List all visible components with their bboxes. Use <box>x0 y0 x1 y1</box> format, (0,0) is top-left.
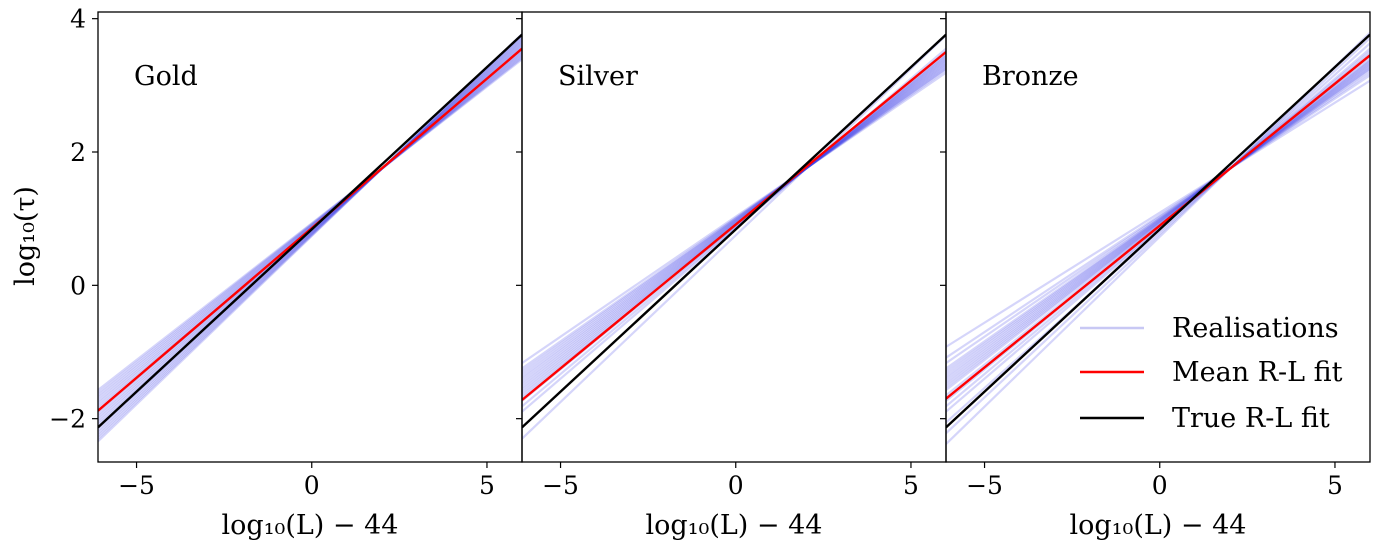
panel-lines <box>522 33 946 440</box>
realisation-line <box>522 66 946 375</box>
realisation-line <box>946 63 1370 381</box>
realisation-line <box>98 35 522 437</box>
legend-label: Mean R-L fit <box>1172 357 1343 388</box>
legend-entry: Mean R-L fit <box>1080 357 1343 388</box>
panel-silver: −5 0 5 log₁₀(L) − 44 Silver <box>516 11 947 541</box>
realisation-line <box>946 67 1370 373</box>
x-tick-label: 5 <box>1327 471 1343 500</box>
legend: Realisations Mean R-L fit True R-L fit <box>1080 313 1343 434</box>
realisation-line <box>98 55 522 397</box>
legend-entry: Realisations <box>1080 313 1339 344</box>
realisation-line <box>522 71 946 364</box>
realisation-line <box>522 67 946 373</box>
x-tick-label: −5 <box>542 471 579 500</box>
panel-label: Gold <box>134 61 198 92</box>
y-tick-label: 0 <box>70 271 86 300</box>
y-tick-label: −2 <box>49 405 86 434</box>
legend-label: True R-L fit <box>1172 403 1330 434</box>
panel-label: Silver <box>558 61 638 92</box>
realisation-line <box>946 50 1370 408</box>
true-fit-line <box>946 33 1370 429</box>
panel-bronze: −5 0 5 log₁₀(L) − 44 Bronze <box>940 11 1371 541</box>
realisation-line <box>946 61 1370 386</box>
realisation-line <box>98 38 522 432</box>
panels: −5 0 5 −2 0 2 4 log₁₀(L) − 44 Gold −5 0 5 log₁₀(L) −… <box>49 5 1371 541</box>
legend-label: Realisations <box>1172 313 1339 344</box>
x-tick-label: −5 <box>966 471 1003 500</box>
true-fit-line <box>98 33 522 429</box>
mean-fit-line <box>522 51 946 401</box>
panel-gold: −5 0 5 −2 0 2 4 log₁₀(L) − 44 Gold <box>49 5 523 541</box>
realisation-line <box>946 59 1370 389</box>
realisation-line <box>522 69 946 370</box>
x-tick-label: 0 <box>728 471 744 500</box>
x-tick-label: 0 <box>1152 471 1168 500</box>
realisation-line <box>946 79 1370 348</box>
realisation-line <box>98 54 522 400</box>
realisation-line <box>522 65 946 378</box>
realisation-line <box>946 66 1370 375</box>
realisation-line <box>98 33 522 443</box>
y-tick-label: 2 <box>70 138 86 167</box>
realisation-line <box>98 57 522 394</box>
realisation-line <box>98 53 522 402</box>
realisation-line <box>522 62 946 383</box>
legend-entry: True R-L fit <box>1080 403 1330 434</box>
panel-lines <box>946 31 1370 445</box>
x-axis-label: log₁₀(L) − 44 <box>646 510 823 541</box>
realisation-line <box>946 37 1370 435</box>
panel-label: Bronze <box>982 61 1079 92</box>
realisation-line <box>522 59 946 389</box>
realisation-line <box>946 58 1370 391</box>
realisation-line <box>98 42 522 424</box>
realisation-line <box>946 69 1370 370</box>
realisation-line <box>946 62 1370 383</box>
realisation-line <box>98 37 522 435</box>
true-fit-line <box>522 33 946 429</box>
y-axis-label: log₁₀(τ) <box>10 186 41 286</box>
realisation-line <box>946 42 1370 424</box>
mean-fit-line <box>946 54 1370 400</box>
x-tick-label: 0 <box>304 471 320 500</box>
panel-frame <box>945 11 1371 463</box>
panel-lines <box>98 33 522 443</box>
x-tick-label: −5 <box>118 471 155 500</box>
realisation-line <box>98 34 522 440</box>
realisation-line <box>522 61 946 386</box>
y-tick-label: 4 <box>70 5 86 34</box>
realisation-line <box>946 71 1370 364</box>
realisation-line <box>946 74 1370 359</box>
x-tick-label: 5 <box>903 471 919 500</box>
realisation-line <box>522 63 946 381</box>
realisation-line <box>98 58 522 391</box>
x-axis-label: log₁₀(L) − 44 <box>222 510 399 541</box>
realisation-line <box>522 34 946 440</box>
x-tick-label: 5 <box>479 471 495 500</box>
x-axis-label: log₁₀(L) − 44 <box>1070 510 1247 541</box>
realisation-line <box>946 65 1370 378</box>
